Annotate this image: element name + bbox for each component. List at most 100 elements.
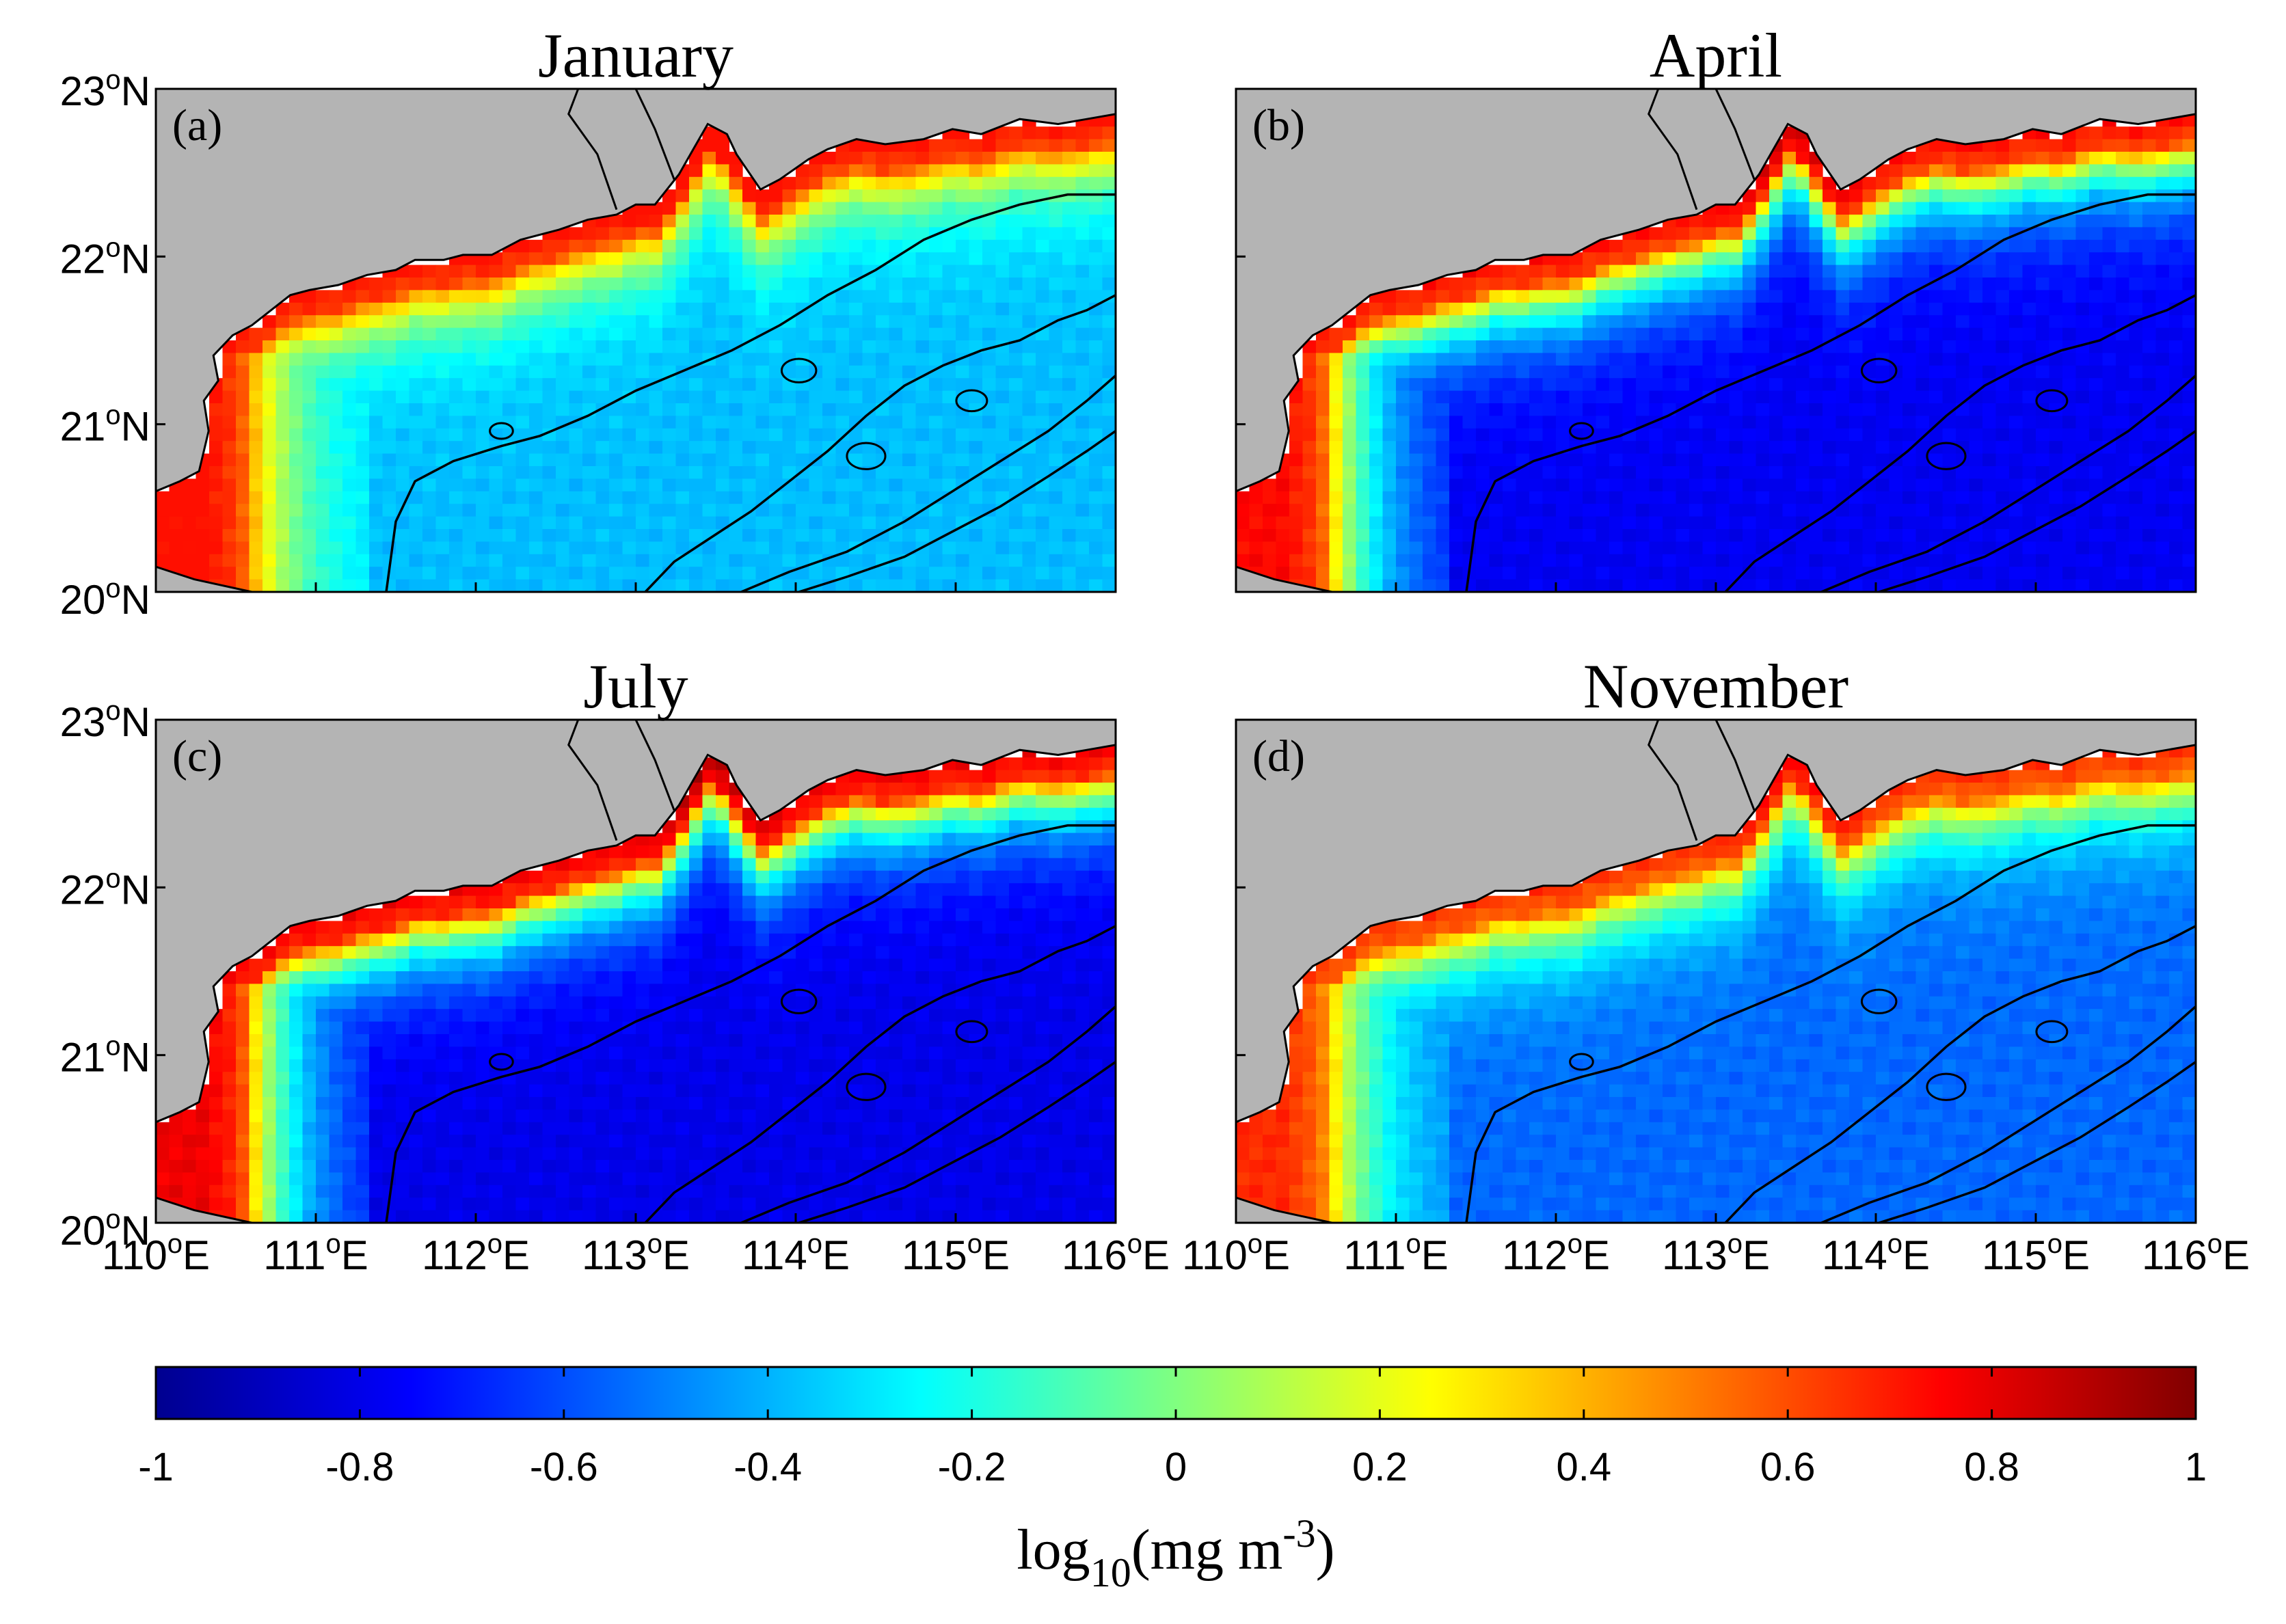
isobath-contour xyxy=(780,357,818,383)
colorbar-tick-label: 0.8 xyxy=(1964,1445,2019,1489)
chl-field xyxy=(156,89,1116,592)
panel-title: April xyxy=(1650,21,1782,90)
river-line xyxy=(1648,89,1698,211)
lat-tick-label: 20oN xyxy=(60,1204,150,1254)
land-area xyxy=(1236,720,2196,1124)
lat-tick-label: 21oN xyxy=(60,401,150,450)
colorbar-tick-label: -0.6 xyxy=(530,1445,598,1489)
island-land xyxy=(156,565,252,592)
isobath-contour xyxy=(2035,389,2069,413)
lon-tick-label: 116oE xyxy=(2142,1229,2250,1278)
panel-label: (d) xyxy=(1252,731,1305,781)
colorbar-tick-label: 0.4 xyxy=(1556,1445,1611,1489)
panel-title: November xyxy=(1583,651,1848,721)
lat-tick-label: 20oN xyxy=(60,573,150,623)
lon-tick-label: 113oE xyxy=(582,1229,690,1278)
lon-tick-label: 110oE xyxy=(1182,1229,1290,1278)
isobath-contour xyxy=(780,988,818,1014)
isobath-contour xyxy=(740,375,1116,592)
panel-a: January (a) 23oN 22oN 21oN 20oN xyxy=(60,21,1117,623)
lon-tick-label: 112oE xyxy=(422,1229,530,1278)
lon-tick-label: 114oE xyxy=(742,1229,850,1278)
lon-tick-label: 111oE xyxy=(1343,1229,1448,1278)
lon-tick-label: 113oE xyxy=(1662,1229,1770,1278)
isobath-contour xyxy=(740,1005,1116,1223)
panel-b: April (b) xyxy=(1235,21,2197,593)
colorbar-tick-label: 1 xyxy=(2185,1445,2207,1489)
chl-field xyxy=(1236,89,2196,592)
isobath-contour xyxy=(1724,294,2196,592)
lat-tick-label: 22oN xyxy=(60,863,150,912)
isobath-contour xyxy=(846,442,887,470)
panel-label: (b) xyxy=(1252,100,1305,150)
panel-label: (a) xyxy=(172,100,222,150)
lon-tick-label: 111oE xyxy=(263,1229,368,1278)
river-line xyxy=(1714,720,1756,811)
isobath-contour xyxy=(1926,1072,1967,1101)
lon-tick-label: 110oE xyxy=(102,1229,210,1278)
isobath-contour xyxy=(1879,1061,2196,1223)
land-area xyxy=(156,720,1116,1124)
river-line xyxy=(634,720,675,811)
isobath-contour xyxy=(489,1053,514,1071)
river-line xyxy=(567,720,618,841)
river-line xyxy=(1648,720,1698,841)
panel-title: July xyxy=(583,651,688,721)
island-land xyxy=(156,1196,252,1223)
colorbar-tick-label: 0.6 xyxy=(1760,1445,1816,1489)
isobath-contour xyxy=(1926,442,1967,470)
lat-tick-label: 23oN xyxy=(60,696,150,745)
colorbar-tick-label: -0.4 xyxy=(734,1445,802,1489)
isobath-contour xyxy=(2035,1020,2069,1044)
lat-tick-label: 23oN xyxy=(60,65,150,114)
colorbar: -1 -0.8 -0.6 -0.4 -0.2 0 0.2 0.4 0.6 0.8 1 log10(mg… xyxy=(138,1366,2207,1595)
isobath-contour xyxy=(798,430,1116,592)
isobath-contour xyxy=(385,193,1116,592)
island-land xyxy=(1236,1196,1332,1223)
isobath-contour xyxy=(955,389,989,413)
colorbar-tick-label: -0.2 xyxy=(938,1445,1006,1489)
river-line xyxy=(1714,89,1756,180)
lon-tick-label: 116oE xyxy=(1062,1229,1170,1278)
lon-tick-label: 115oE xyxy=(902,1229,1010,1278)
isobath-contour xyxy=(1820,375,2196,592)
land-area xyxy=(1236,89,2196,493)
land-area xyxy=(156,89,1116,493)
isobath-contour xyxy=(385,824,1116,1223)
colorbar-label: log10(mg m-3) xyxy=(1017,1511,1334,1595)
isobath-contour xyxy=(489,422,514,440)
colorbar-tick-label: 0 xyxy=(1165,1445,1187,1489)
isobath-contour xyxy=(798,1061,1116,1223)
isobath-contour xyxy=(1860,357,1898,383)
river-line xyxy=(567,89,618,211)
isobath-contour xyxy=(1860,988,1898,1014)
isobath-contour xyxy=(1820,1005,2196,1223)
isobath-contour xyxy=(644,294,1116,592)
lat-tick-label: 21oN xyxy=(60,1031,150,1081)
isobath-contour xyxy=(846,1072,887,1101)
colorbar-tick-label: -0.8 xyxy=(325,1445,394,1489)
panel-label: (c) xyxy=(172,731,222,781)
chl-field xyxy=(156,720,1116,1223)
chl-field xyxy=(1236,720,2196,1223)
isobath-contour xyxy=(644,925,1116,1223)
isobath-contour xyxy=(955,1020,989,1044)
isobath-contour xyxy=(1465,193,2196,592)
lon-tick-label: 115oE xyxy=(1982,1229,2090,1278)
colorbar-tick-label: 0.2 xyxy=(1352,1445,1408,1489)
lon-tick-label: 114oE xyxy=(1822,1229,1930,1278)
map-panels: January (a) 23oN 22oN 21oN 20oN April (b) July (c… xyxy=(60,21,2250,1278)
panel-title: January xyxy=(538,21,734,90)
lat-tick-label: 22oN xyxy=(60,232,150,282)
isobath-contour xyxy=(1569,422,1594,440)
isobath-contour xyxy=(1569,1053,1594,1071)
isobath-contour xyxy=(1879,430,2196,592)
isobath-contour xyxy=(1465,824,2196,1223)
lon-tick-label: 112oE xyxy=(1502,1229,1610,1278)
panel-d: November (d) 110oE 111oE 112oE 113oE 114oE 115o… xyxy=(1182,651,2250,1278)
river-line xyxy=(634,89,675,180)
colorbar-tick-label: -1 xyxy=(138,1445,174,1489)
island-land xyxy=(1236,565,1332,592)
